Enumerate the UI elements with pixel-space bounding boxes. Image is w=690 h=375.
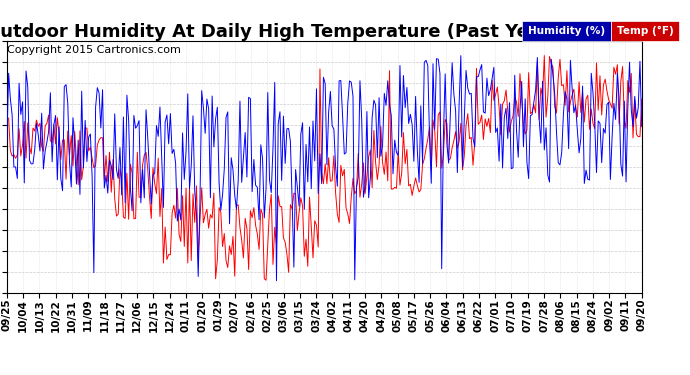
Title: Outdoor Humidity At Daily High Temperature (Past Year) 20150925: Outdoor Humidity At Daily High Temperatu… (0, 23, 664, 41)
Text: Humidity (%): Humidity (%) (528, 26, 605, 36)
Text: Copyright 2015 Cartronics.com: Copyright 2015 Cartronics.com (7, 45, 181, 55)
Text: Temp (°F): Temp (°F) (617, 26, 673, 36)
